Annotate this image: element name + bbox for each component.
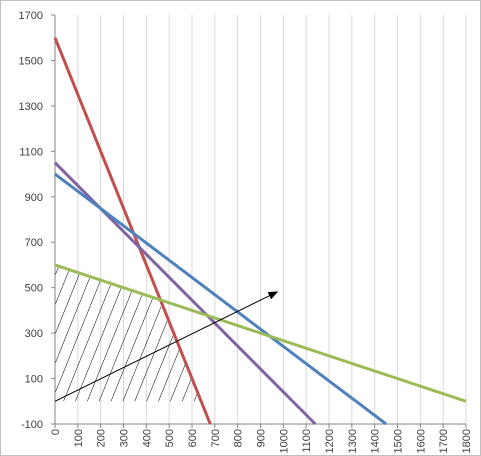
y-tick-label: 500: [25, 283, 43, 295]
x-tick-label: 200: [96, 429, 108, 447]
y-tick-label: 100: [25, 374, 43, 386]
x-tick-label: 1600: [415, 429, 427, 453]
x-tick-label: 1200: [324, 429, 336, 453]
feasible-region: [55, 264, 202, 402]
x-tick-label: 700: [210, 429, 222, 447]
x-tick-label: 100: [73, 429, 85, 447]
y-tick-label: -100: [21, 419, 43, 431]
x-tick-label: 1000: [278, 429, 290, 453]
x-tick-label: 400: [141, 429, 153, 447]
x-tick-label: 800: [233, 429, 245, 447]
y-tick-label: 300: [25, 328, 43, 340]
constraint-line-3: [54, 172, 387, 426]
x-tick-label: 1800: [461, 429, 473, 453]
x-tick-label: 1500: [393, 429, 405, 453]
y-tick-label: 1300: [19, 101, 43, 113]
x-tick-label: 600: [187, 429, 199, 447]
x-tick-label: 300: [119, 429, 131, 447]
y-tick-label: 700: [25, 237, 43, 249]
y-tick-label: 1700: [19, 10, 43, 22]
x-tick-label: 1100: [301, 429, 313, 453]
x-tick-label: 1700: [438, 429, 450, 453]
y-tick-label: 900: [25, 192, 43, 204]
x-tick-label: 900: [256, 429, 268, 447]
x-tick-label: 0: [50, 429, 62, 435]
direction-arrow: [54, 291, 279, 402]
x-tick-label: 500: [164, 429, 176, 447]
constraint-line-4: [54, 263, 467, 403]
y-tick-label: 1100: [19, 146, 43, 158]
x-tick-label: 1400: [370, 429, 382, 453]
y-tick-label: 1500: [19, 55, 43, 67]
x-tick-label: 1300: [347, 429, 359, 453]
